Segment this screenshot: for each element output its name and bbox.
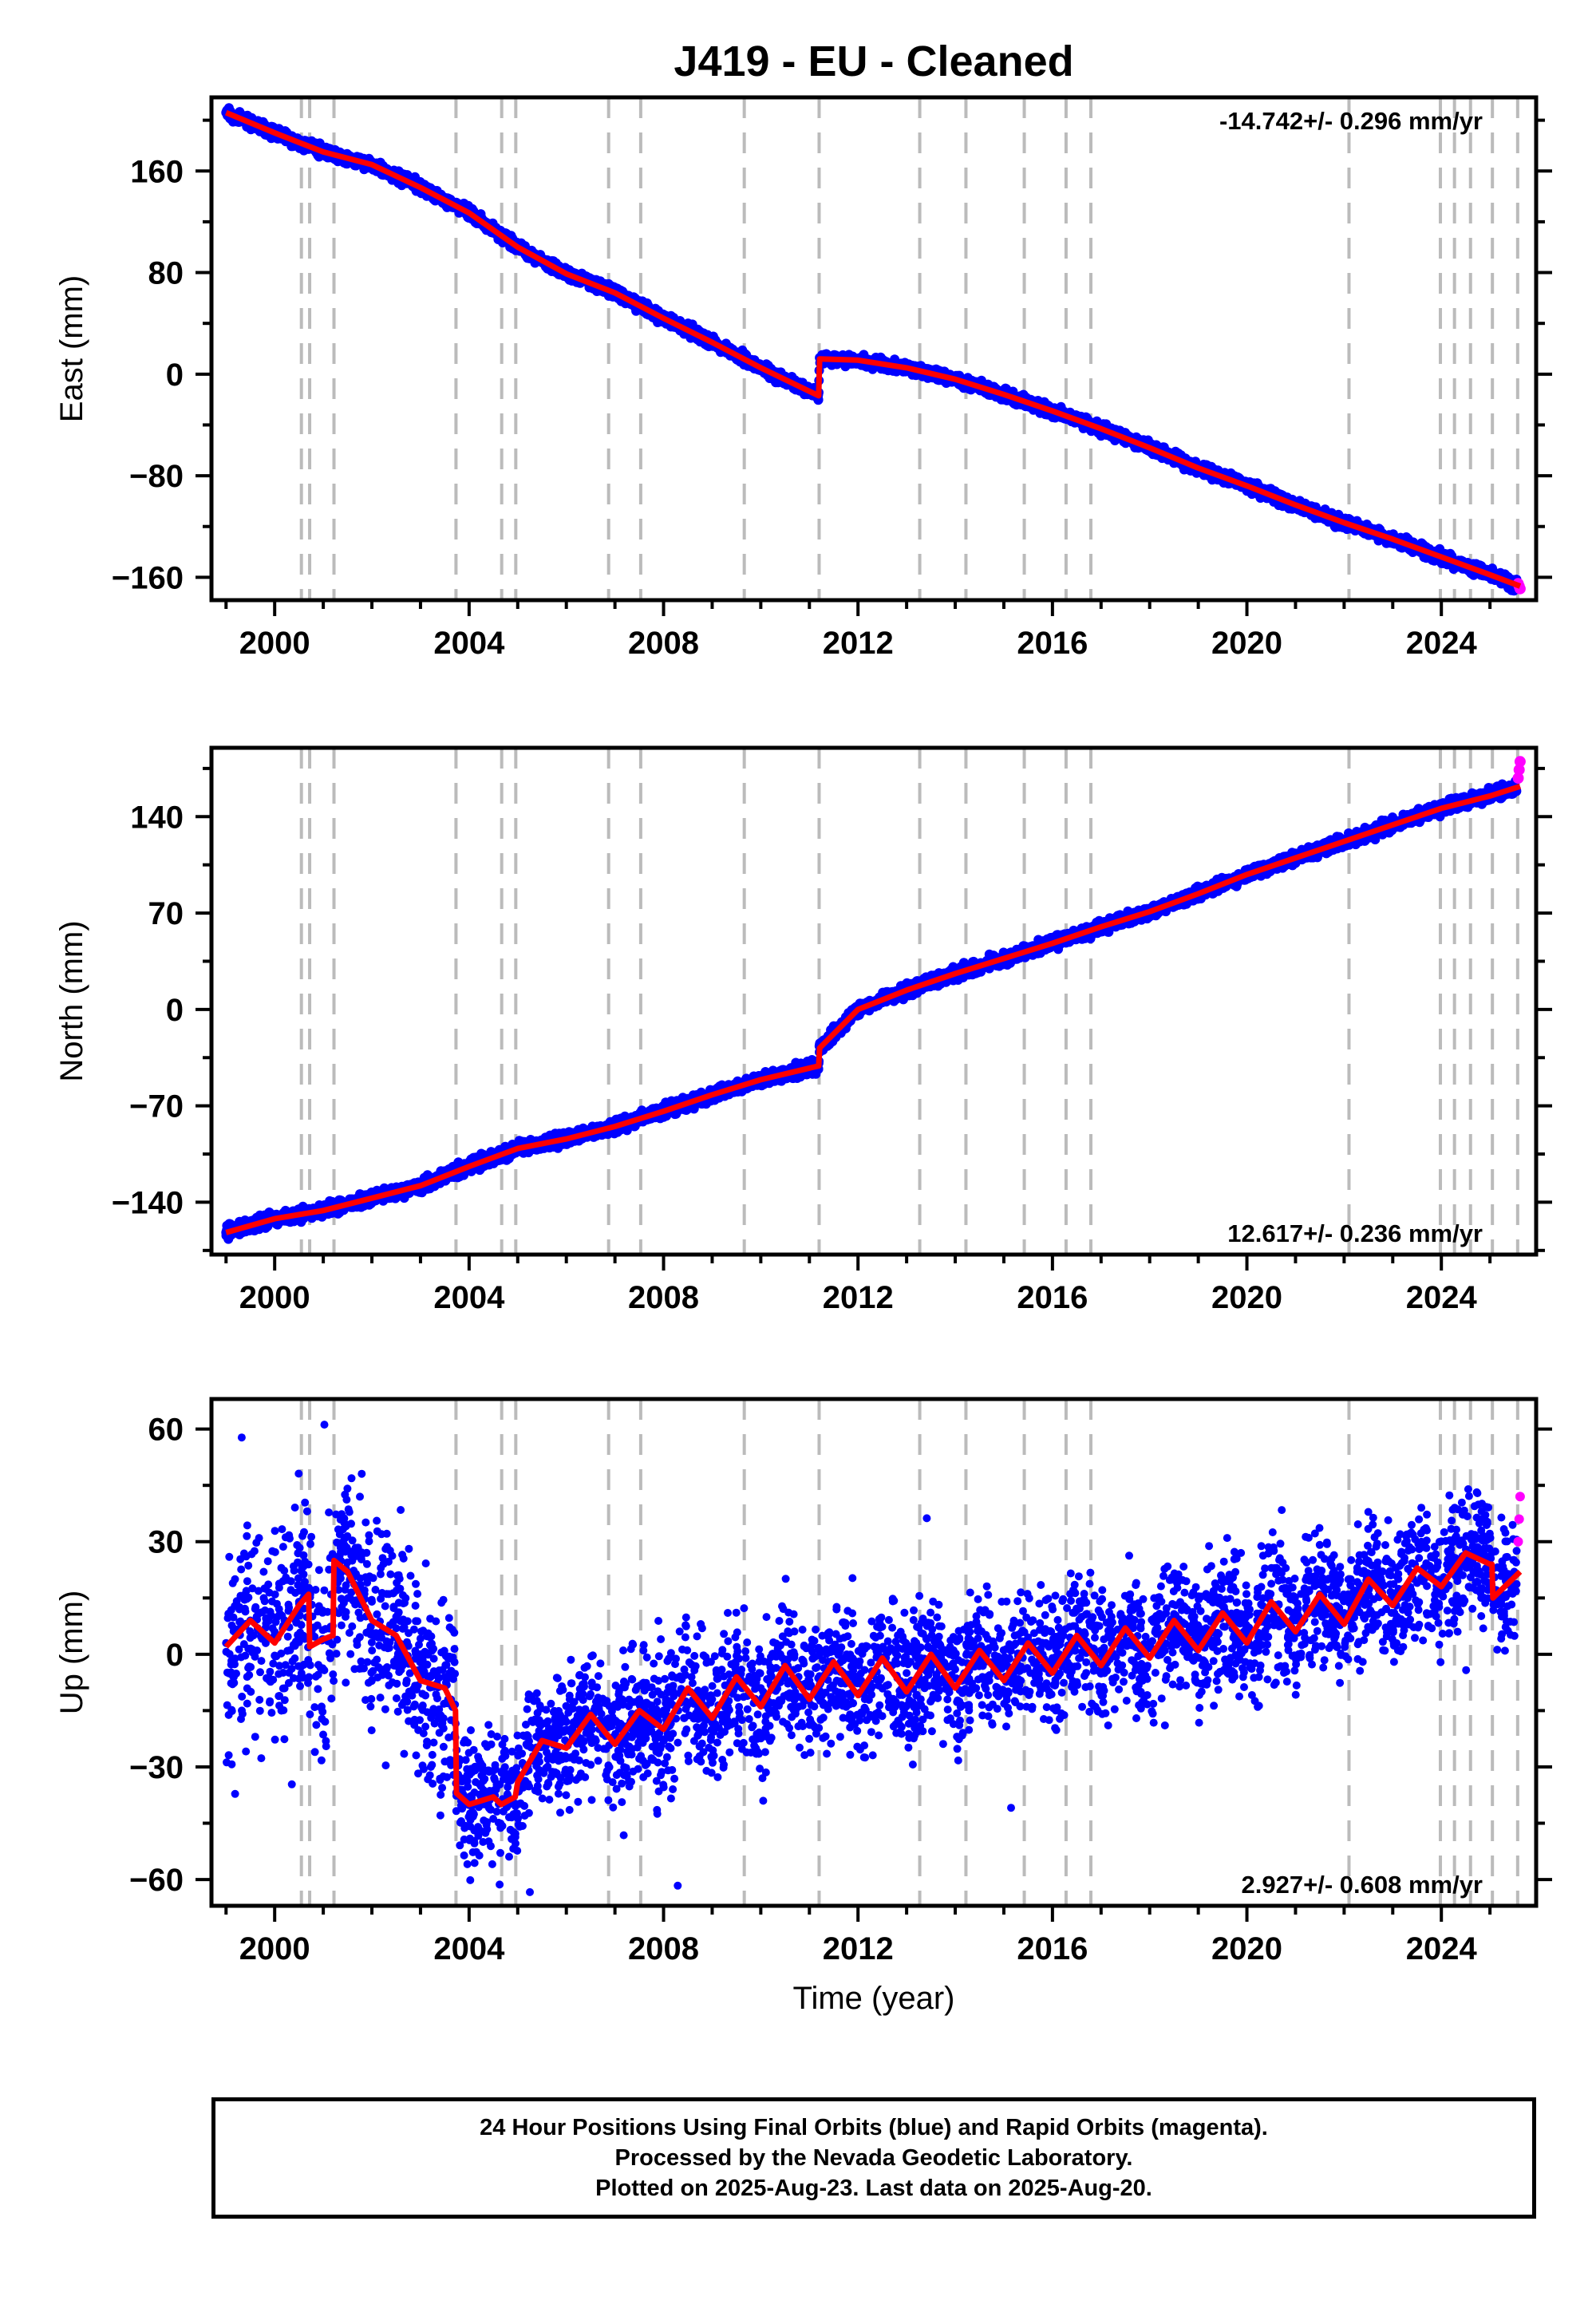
final-orbits-points [221, 103, 1522, 596]
rate-label: -14.742+/- 0.296 mm/yr [1219, 107, 1483, 135]
y-tick-label: −80 [129, 459, 184, 494]
figure-title: J419 - EU - Cleaned [674, 38, 1073, 85]
x-tick-label: 2024 [1406, 626, 1478, 661]
y-tick-label: −160 [112, 560, 184, 595]
y-axis: 160 80 0 −80 −160 [112, 118, 1552, 595]
event-lines [299, 748, 1519, 1255]
panel-north: 2000 2004 2008 2012 2016 2020 2024140700−70−14… [54, 745, 1552, 1315]
x-tick-label: 2000 [239, 626, 310, 661]
model-line [224, 109, 1522, 589]
y-tick-label: 160 [130, 154, 184, 189]
final-orbit-point [1329, 521, 1340, 532]
event-lines [299, 97, 1519, 600]
x-tick-label: 2004 [433, 626, 505, 661]
y-tick-label: 0 [166, 358, 184, 393]
panels-group: 2000 2004 2008 2012 2016 2020 2024 160 80 0 −80 −16… [54, 95, 1552, 1966]
x-tick-label: 2008 [628, 626, 699, 661]
x-tick-label: 2012 [823, 626, 894, 661]
panel-east: 2000 2004 2008 2012 2016 2020 2024 160 80 0 −80 −16… [54, 95, 1552, 661]
x-axis: 2000 2004 2008 2012 2016 2020 2024 [224, 600, 1492, 661]
y-axis-title: East (mm) [54, 275, 89, 422]
y-tick-label: 80 [148, 256, 184, 291]
plot-frame [209, 95, 1539, 603]
x-tick-label: 2016 [1017, 626, 1088, 661]
x-tick-label: 2020 [1211, 626, 1282, 661]
